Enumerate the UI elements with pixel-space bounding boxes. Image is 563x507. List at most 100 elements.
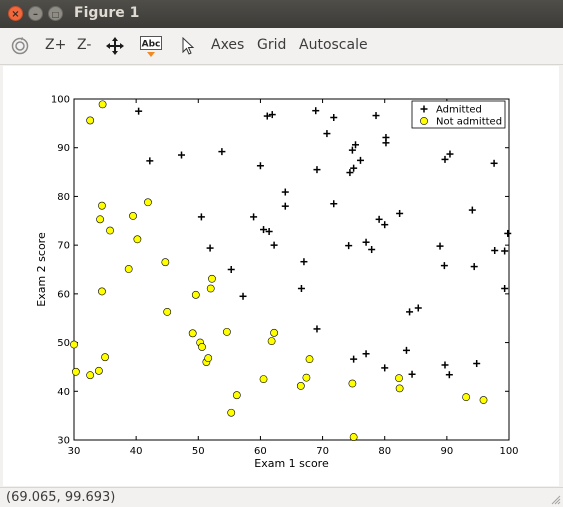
not-admitted-point — [163, 307, 172, 316]
admitted-point — [372, 112, 380, 120]
axes-button[interactable]: Axes — [211, 37, 245, 53]
x-tick-label: 30 — [68, 446, 81, 457]
admitted-point — [350, 355, 358, 363]
autoscale-button[interactable]: Autoscale — [299, 37, 368, 53]
admitted-point — [368, 246, 376, 254]
admitted-point — [239, 292, 247, 300]
not-admitted-point — [462, 393, 471, 402]
admitted-point — [406, 308, 414, 316]
admitted-point — [468, 206, 476, 214]
admitted-point — [263, 112, 271, 120]
admitted-point — [441, 155, 449, 163]
maximize-icon: □ — [51, 10, 60, 19]
admitted-point — [470, 263, 478, 271]
admitted-point — [490, 159, 498, 167]
figure-toolbar: Z+ Z- Abc Axes Grid Autoscale — [0, 28, 563, 65]
admitted-point — [313, 325, 321, 333]
y-tick-label: 40 — [57, 387, 70, 398]
zoom-out-button[interactable]: Z- — [77, 37, 92, 53]
not-admitted-point — [348, 379, 357, 388]
not-admitted-point — [395, 374, 403, 383]
admitted-point — [504, 229, 512, 237]
y-tick-label: 80 — [57, 192, 70, 203]
not-admitted-point — [296, 382, 305, 390]
not-admitted-point — [133, 235, 142, 244]
admitted-point — [330, 200, 338, 208]
admitted-point — [146, 157, 154, 165]
admitted-point — [297, 284, 305, 292]
admitted-point — [350, 164, 358, 172]
close-window-button[interactable]: × — [8, 6, 23, 21]
pan-icon — [106, 37, 124, 55]
scatter-plot[interactable]: 30 40 50 60 70 80 90 100 30 40 50 60 70 80 90 100 Exam 1… — [3, 66, 559, 486]
admitted-point — [206, 244, 214, 252]
admitted-point — [382, 139, 390, 147]
not-admitted-point — [222, 327, 231, 336]
not-admitted-point — [267, 337, 276, 346]
admitted-point — [501, 284, 509, 292]
admitted-point — [396, 209, 404, 217]
admitted-point — [446, 150, 454, 158]
legend-label: Admitted — [436, 105, 482, 116]
admitted-point — [348, 146, 356, 154]
y-tick-label: 90 — [57, 143, 70, 154]
admitted-point — [197, 213, 205, 221]
not-admitted-point — [191, 290, 200, 299]
admitted-point — [345, 242, 353, 250]
not-admitted-point — [98, 287, 106, 296]
admitted-point — [323, 130, 331, 138]
resize-grip-icon[interactable] — [551, 495, 561, 505]
minimize-window-button[interactable]: – — [28, 6, 43, 21]
window-title: Figure 1 — [74, 5, 140, 21]
not-admitted-point — [227, 408, 236, 417]
not-admitted-point — [96, 215, 104, 224]
not-admitted-point — [98, 201, 106, 210]
axes-box — [73, 98, 510, 441]
minimize-icon: – — [33, 9, 38, 20]
insert-text-button[interactable]: Abc — [140, 36, 162, 57]
not-admitted-point — [395, 384, 404, 393]
plot-canvas[interactable]: 30 40 50 60 70 80 90 100 30 40 50 60 70 80 90 100 Exam 1… — [3, 66, 559, 486]
not-admitted-point — [144, 198, 152, 207]
x-tick-label: 90 — [440, 446, 453, 457]
admitted-point — [346, 169, 354, 177]
admitted-point — [381, 221, 389, 229]
text-icon-label: Abc — [142, 40, 161, 50]
not-admitted-point — [124, 265, 133, 273]
y-tick-label: 70 — [57, 241, 70, 252]
x-axis-label: Exam 1 score — [254, 457, 329, 470]
not-admitted-point — [188, 329, 197, 338]
text-icon: Abc — [140, 36, 162, 57]
admitted-point — [436, 242, 444, 250]
admitted-point — [268, 111, 276, 119]
zoom-in-button[interactable]: Z+ — [45, 37, 67, 53]
y-axis-label: Exam 2 score — [35, 232, 48, 307]
close-icon: × — [11, 9, 20, 20]
rotate-button[interactable] — [10, 36, 30, 56]
admitted-point — [491, 247, 499, 255]
y-tick-label: 60 — [57, 289, 70, 300]
select-button[interactable] — [179, 36, 199, 56]
not-admitted-point — [129, 212, 137, 220]
y-tick-label: 50 — [57, 338, 70, 349]
admitted-point — [440, 262, 448, 270]
x-tick-label: 80 — [378, 446, 391, 457]
not-admitted-point — [86, 371, 95, 380]
not-admitted-point — [204, 354, 213, 363]
grid-button[interactable]: Grid — [257, 37, 287, 53]
legend-label: Not admitted — [436, 117, 502, 128]
not-admitted-point — [479, 396, 488, 404]
legend-marker-admitted — [420, 105, 428, 113]
admitted-point — [178, 151, 186, 159]
pan-button[interactable] — [105, 36, 125, 56]
admitted-point — [227, 266, 235, 273]
admitted-point — [441, 361, 449, 369]
admitted-point — [281, 202, 289, 210]
not-admitted-point — [232, 391, 241, 400]
admitted-point — [414, 304, 422, 312]
admitted-point — [402, 346, 410, 354]
rotate-icon — [11, 37, 29, 55]
pointer-icon — [182, 36, 195, 55]
maximize-window-button[interactable]: □ — [48, 6, 63, 21]
